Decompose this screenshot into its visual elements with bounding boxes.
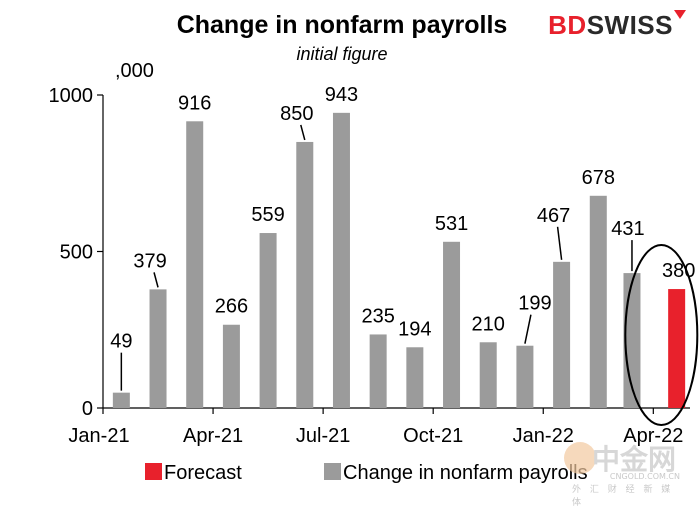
x-tick-label: Apr-22 bbox=[623, 425, 683, 447]
axes: 0 500 1000 Jan-21 Apr-21 Jul-21 Oct-21 Jan-22 Ap… bbox=[49, 85, 690, 447]
bar-Oct-21 bbox=[443, 241, 461, 408]
data-label-Feb-21: 379 bbox=[133, 250, 166, 272]
bar-Feb-21 bbox=[149, 289, 167, 408]
bdswiss-logo: BDSWISS bbox=[548, 10, 686, 41]
watermark-sub-text: CNGOLD.COM.CN bbox=[609, 472, 680, 481]
bar-Jan-22 bbox=[553, 261, 571, 408]
bar-Nov-21 bbox=[479, 342, 497, 408]
legend-label-0: Forecast bbox=[164, 462, 242, 484]
chart-subtitle: initial figure bbox=[296, 44, 387, 64]
bar-Jan-21 bbox=[112, 392, 130, 408]
y-tick-label: 500 bbox=[60, 242, 93, 264]
data-label-Jan-21: 49 bbox=[110, 331, 132, 353]
logo-triangle-icon bbox=[674, 10, 686, 19]
data-label-May-21: 559 bbox=[251, 204, 284, 226]
watermark-cn-text: 外 汇 财 经 新 媒 体 bbox=[572, 485, 674, 508]
y-tick-label: 0 bbox=[82, 398, 93, 420]
data-label-leader bbox=[300, 124, 306, 141]
data-label-Apr-22: 380 bbox=[662, 260, 695, 282]
x-tick-label: Jul-21 bbox=[296, 425, 350, 447]
data-label-Dec-21: 199 bbox=[518, 293, 551, 315]
watermark-main-text: 中金网 bbox=[591, 443, 676, 476]
x-tick-label: Oct-21 bbox=[403, 425, 463, 447]
bar-Sep-21 bbox=[406, 347, 424, 408]
legend-swatch-1 bbox=[324, 463, 341, 480]
x-tick-label: Jan-21 bbox=[68, 425, 129, 447]
legend-swatch-0 bbox=[145, 463, 162, 480]
logo-swiss-text: SWISS bbox=[586, 10, 673, 40]
data-label-Apr-21: 266 bbox=[215, 296, 248, 318]
bar-Dec-21 bbox=[516, 345, 534, 408]
bar-Apr-22 bbox=[668, 289, 686, 408]
bar-Mar-21 bbox=[186, 121, 204, 409]
bar-Aug-21 bbox=[369, 334, 387, 408]
bars bbox=[112, 112, 686, 409]
bar-Jul-21 bbox=[332, 112, 350, 408]
x-tick-label: Apr-21 bbox=[183, 425, 243, 447]
watermark-logo-icon bbox=[564, 442, 596, 474]
watermark: 中金网 CNGOLD.COM.CN 外 汇 财 经 新 媒 体 bbox=[564, 438, 682, 508]
bar-Apr-21 bbox=[222, 324, 240, 408]
bar-May-21 bbox=[259, 233, 277, 408]
data-label-Nov-21: 210 bbox=[472, 313, 505, 335]
y-axis-unit-label: ,000 bbox=[115, 60, 154, 82]
data-label-leader bbox=[153, 272, 159, 288]
logo-bd-text: BD bbox=[548, 10, 587, 40]
data-label-Jan-22: 467 bbox=[537, 205, 570, 227]
data-label-Mar-21: 916 bbox=[178, 92, 211, 114]
data-label-Sep-21: 194 bbox=[398, 318, 431, 340]
data-label-Feb-22: 678 bbox=[582, 167, 615, 189]
y-tick-label: 1000 bbox=[49, 85, 94, 107]
data-label-Aug-21: 235 bbox=[361, 305, 394, 327]
legend-label-1: Change in nonfarm payrolls bbox=[343, 462, 588, 484]
data-label-leader bbox=[556, 226, 563, 260]
legend: Forecast Change in nonfarm payrolls bbox=[145, 462, 588, 484]
data-label-Mar-22: 431 bbox=[611, 218, 644, 240]
data-label-Jun-21: 850 bbox=[280, 103, 313, 125]
highlight-ellipse bbox=[624, 244, 699, 426]
data-label-Oct-21: 531 bbox=[435, 213, 468, 235]
bar-Jun-21 bbox=[296, 141, 314, 408]
chart-title: Change in nonfarm payrolls bbox=[177, 11, 508, 39]
data-label-leader bbox=[524, 314, 532, 344]
bar-Feb-22 bbox=[589, 195, 607, 408]
x-tick-label: Jan-22 bbox=[513, 425, 574, 447]
data-label-Jul-21: 943 bbox=[325, 84, 358, 106]
